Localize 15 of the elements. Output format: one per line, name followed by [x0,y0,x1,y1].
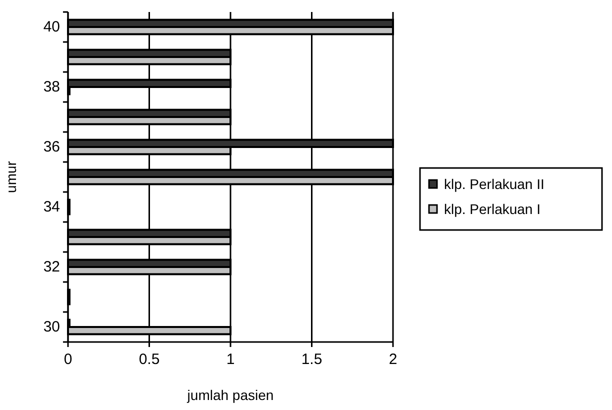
y-tick-label: 38 [43,78,60,96]
y-tick-label: 32 [43,258,60,276]
legend-label: klp. Perlakuan II [444,176,544,192]
y-axis-title: umur [3,160,19,193]
x-axis-title: jumlah pasien [186,387,274,403]
x-tick-label: 0.5 [138,351,160,368]
x-tick-label: 0 [64,351,72,368]
x-tick-label: 1.5 [301,351,322,368]
y-tick-label: 30 [43,318,60,336]
x-tick-label: 1 [226,351,235,368]
legend-label: klp. Perlakuan I [444,201,540,217]
y-tick-label: 40 [43,18,60,36]
x-tick-label: 2 [388,351,398,368]
y-tick-label: 36 [43,138,60,156]
y-tick-label: 34 [43,198,60,216]
